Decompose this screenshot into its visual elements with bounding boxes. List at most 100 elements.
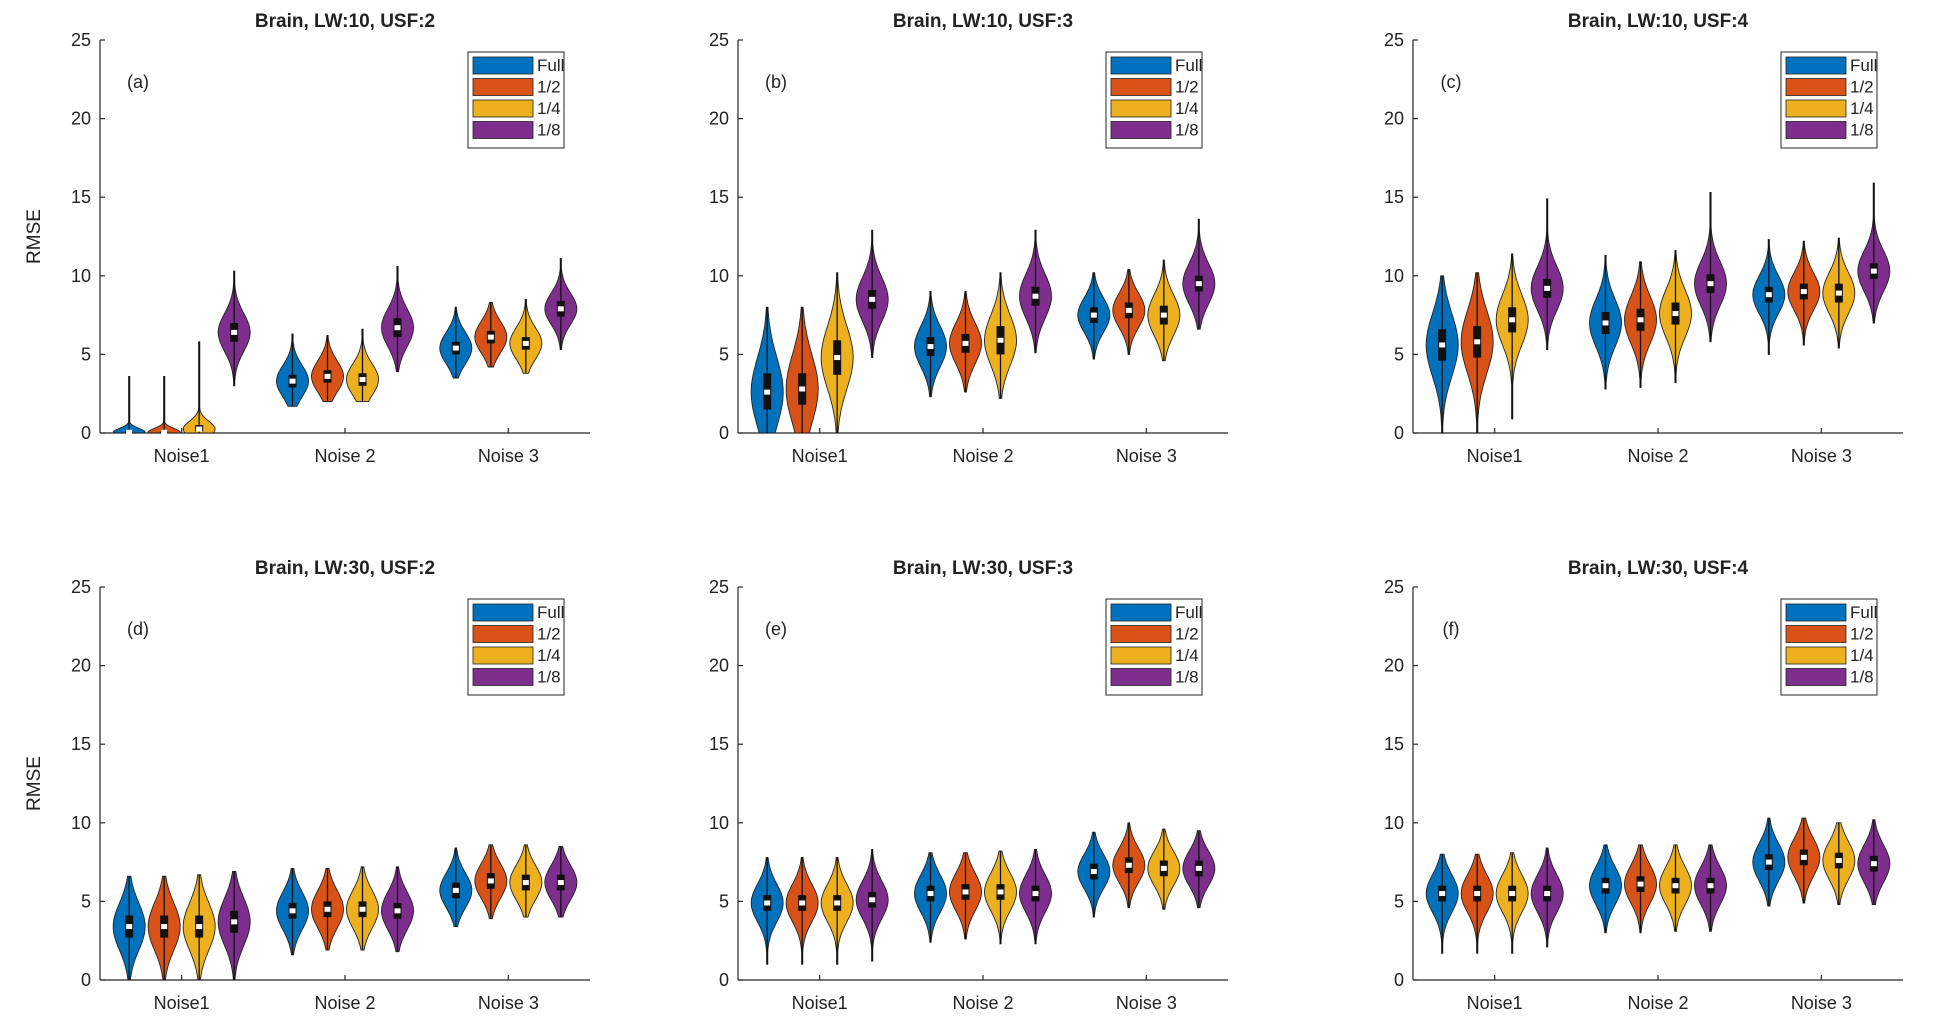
- legend-swatch: [472, 99, 534, 118]
- panel-b: Brain, LW:10, USF:3 (b) 0 5 10 15 20 25 Noise1 No…: [709, 11, 1228, 466]
- violin-1-8-2: [381, 265, 414, 373]
- violin-median: [522, 340, 529, 346]
- y-axis-label: RMSE: [24, 756, 45, 811]
- violin-1-2-1: [785, 306, 819, 434]
- violin-1-2-1: [1460, 853, 1494, 954]
- violin-1-4-3: [1147, 828, 1181, 910]
- violin-Full-3: [1077, 831, 1111, 918]
- violin-1-2-2: [1624, 844, 1657, 934]
- violin-median: [1160, 865, 1167, 871]
- y-tick-label: 10: [71, 813, 91, 833]
- legend-label: 1/4: [537, 99, 561, 118]
- legend-label: 1/4: [1850, 99, 1874, 118]
- violin-1-2-2: [949, 291, 982, 393]
- y-tick-label: 10: [1384, 266, 1404, 286]
- violin-median: [359, 906, 366, 912]
- violin-median: [289, 378, 296, 384]
- legend-label: 1/8: [537, 121, 561, 140]
- y-tick-label: 20: [71, 109, 91, 129]
- violin-1-2-1: [785, 856, 819, 965]
- x-tick-label: Noise 3: [1116, 993, 1177, 1013]
- legend-swatch: [1785, 625, 1847, 643]
- violin-1-8-2: [1694, 192, 1727, 343]
- violin-median: [1125, 862, 1132, 868]
- violin-median: [1032, 891, 1039, 897]
- y-tick-label: 5: [81, 891, 91, 911]
- violin-1-2-2: [1624, 261, 1657, 388]
- panel-title: Brain, LW:30, USF:2: [255, 558, 435, 579]
- legend-swatch: [1110, 603, 1172, 622]
- violin-median: [927, 891, 934, 897]
- violin-median: [196, 924, 203, 930]
- violin-Full-2: [914, 291, 947, 398]
- violin-median: [231, 329, 238, 335]
- violin-1-4-1: [820, 856, 854, 965]
- violin-median: [1765, 859, 1772, 865]
- legend-swatch: [1785, 646, 1847, 665]
- y-tick-label: 10: [709, 266, 729, 286]
- legend-label: 1/4: [537, 646, 561, 665]
- violin-median: [1672, 311, 1679, 317]
- panel-title: Brain, LW:30, USF:3: [893, 558, 1073, 579]
- y-tick-label: 5: [81, 344, 91, 364]
- violin-median: [126, 924, 133, 930]
- panel-label: (a): [127, 72, 149, 92]
- violin-1-8-2: [1019, 229, 1052, 354]
- violin-median: [452, 345, 459, 351]
- panel-d: Brain, LW:30, USF:2 (d) RMSE 0 5 10 15 20 25 Nois…: [24, 558, 590, 1013]
- violin-median: [962, 889, 969, 895]
- violin-Full-1: [112, 375, 146, 435]
- violin-median: [869, 296, 876, 302]
- violin-median: [1439, 891, 1446, 897]
- y-tick-label: 0: [1394, 970, 1404, 990]
- violin-Full-2: [1589, 844, 1622, 934]
- violin-1-8-3: [544, 845, 578, 918]
- violin-1-8-2: [381, 866, 414, 953]
- legend-swatch: [472, 78, 534, 96]
- legend-swatch: [472, 668, 534, 686]
- y-tick-label: 20: [709, 109, 729, 129]
- x-tick-label: Noise 2: [314, 993, 375, 1013]
- panel-title: Brain, LW:10, USF:3: [893, 11, 1073, 32]
- violin-1-2-2: [311, 867, 344, 951]
- violin-median: [1765, 292, 1772, 298]
- panel-label: (c): [1441, 72, 1462, 92]
- violin-median: [452, 887, 459, 893]
- y-tick-label: 5: [1394, 891, 1404, 911]
- legend-label: 1/8: [1850, 121, 1874, 140]
- violin-median: [764, 389, 771, 395]
- y-tick-label: 5: [719, 344, 729, 364]
- violin-1-4-1: [182, 341, 216, 434]
- legend-label: 1/2: [1850, 78, 1874, 97]
- panel-e: Brain, LW:30, USF:3 (e) 0 5 10 15 20 25 Noise1 No…: [709, 558, 1228, 1013]
- x-tick-label: Noise1: [154, 446, 210, 466]
- violin-Full-3: [1752, 817, 1786, 907]
- legend-label: 1/4: [1175, 646, 1199, 665]
- violin-median: [557, 306, 564, 312]
- legend-swatch: [472, 56, 534, 75]
- violin-median: [557, 880, 564, 886]
- legend-label: Full: [537, 603, 564, 622]
- violin-1-4-3: [1822, 237, 1856, 349]
- violin-median: [359, 377, 366, 383]
- violin-1-4-1: [820, 272, 854, 434]
- y-tick-label: 25: [709, 577, 729, 597]
- x-tick-label: Noise1: [792, 993, 848, 1013]
- x-tick-label: Noise1: [792, 446, 848, 466]
- panel-label: (d): [127, 619, 149, 639]
- legend-label: 1/2: [1175, 625, 1199, 644]
- violin-median: [1090, 869, 1097, 875]
- violin-median: [927, 344, 934, 350]
- violin-Full-2: [1589, 254, 1622, 390]
- violin-1-2-1: [147, 375, 181, 435]
- y-tick-label: 20: [1384, 656, 1404, 676]
- violin-Full-3: [1752, 239, 1786, 355]
- violin-median: [1195, 281, 1202, 287]
- x-tick-label: Noise 3: [478, 993, 539, 1013]
- y-tick-label: 15: [709, 187, 729, 207]
- violin-median: [1602, 883, 1609, 889]
- violin-1-8-2: [1019, 849, 1052, 945]
- violin-median: [1509, 891, 1516, 897]
- violin-1-4-2: [346, 328, 379, 403]
